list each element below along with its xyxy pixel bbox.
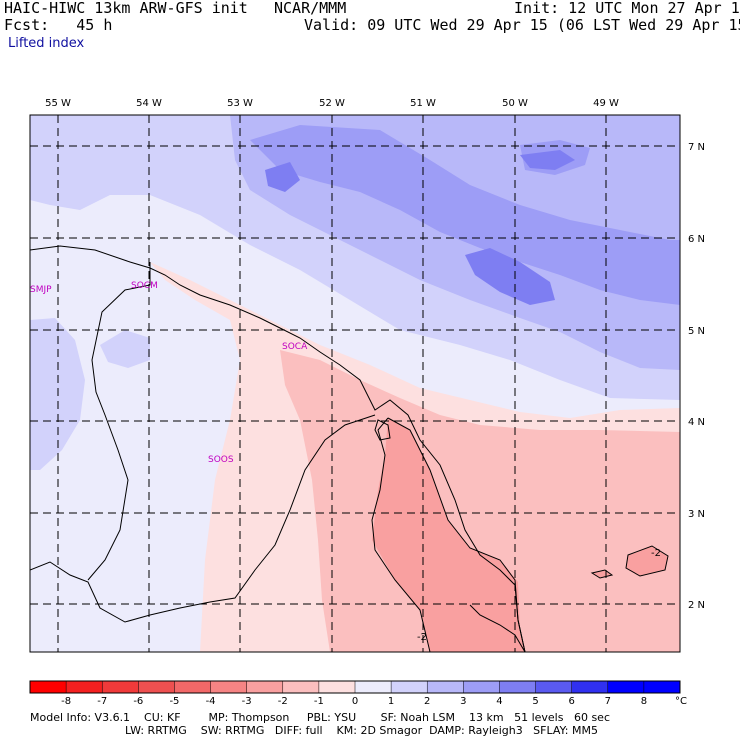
lon-label: 52 W bbox=[319, 98, 345, 109]
forecast-hour: Fcst: 45 h bbox=[4, 16, 113, 34]
lat-label: 4 N bbox=[688, 417, 705, 428]
station-label-soca: SOCA bbox=[282, 342, 308, 352]
org-label: NCAR/MMM bbox=[274, 0, 347, 17]
lon-label: 53 W bbox=[227, 98, 253, 109]
colorbar-tick-label: 0 bbox=[352, 696, 358, 707]
contour-label: -2 bbox=[417, 632, 427, 643]
colorbar: -8 -7 -6 -5 -4 -3 -2 -1 0 1 2 3 4 5 6 7 8 bbox=[29, 680, 681, 707]
colorbar-swatch bbox=[427, 681, 464, 693]
colorbar-tick-label: 2 bbox=[424, 696, 430, 707]
lon-label: 54 W bbox=[136, 98, 162, 109]
colorbar-tick-label: 7 bbox=[605, 696, 611, 707]
map-frame bbox=[29, 114, 681, 653]
field-name: Lifted index bbox=[8, 36, 85, 51]
lat-lon-grid bbox=[30, 115, 680, 652]
lon-label: 50 W bbox=[502, 98, 528, 109]
lat-label: 3 N bbox=[688, 509, 705, 520]
colorbar-tick-label: 1 bbox=[388, 696, 394, 707]
lat-label: 7 N bbox=[688, 142, 705, 153]
colorbar-swatch bbox=[607, 681, 645, 693]
colorbar-tick-label: 6 bbox=[568, 696, 574, 707]
colorbar-tick-label: -7 bbox=[97, 696, 107, 707]
init-time: Init: 12 UTC Mon 27 Apr 15 bbox=[514, 0, 740, 17]
colorbar-tick-label: 5 bbox=[532, 696, 538, 707]
colorbar-swatch bbox=[535, 681, 573, 693]
lifted-index-field bbox=[30, 115, 680, 652]
colorbar-tick-label: -5 bbox=[169, 696, 179, 707]
coastline bbox=[30, 245, 526, 652]
colorbar-swatch bbox=[210, 681, 248, 693]
colorbar-swatch bbox=[246, 681, 284, 693]
colorbar-swatch bbox=[463, 681, 500, 693]
lon-label: 49 W bbox=[593, 98, 619, 109]
colorbar-swatch bbox=[355, 681, 392, 693]
colorbar-swatch bbox=[571, 681, 609, 693]
colorbar-tick-label: 8 bbox=[641, 696, 647, 707]
colorbar-swatch bbox=[318, 681, 356, 693]
colorbar-tick-label: -3 bbox=[242, 696, 252, 707]
colorbar-tick-label: -1 bbox=[314, 696, 324, 707]
lat-label: 2 N bbox=[688, 600, 705, 611]
lat-label: 6 N bbox=[688, 234, 705, 245]
colorbar-tick-label: -6 bbox=[133, 696, 143, 707]
lat-label: 5 N bbox=[688, 326, 705, 337]
colorbar-swatch bbox=[102, 681, 139, 693]
station-label-soos: SOOS bbox=[208, 455, 234, 465]
colorbar-swatch bbox=[66, 681, 103, 693]
colorbar-swatch bbox=[643, 681, 681, 693]
valid-time: Valid: 09 UTC Wed 29 Apr 15 (06 LST Wed … bbox=[304, 16, 740, 34]
colorbar-swatch bbox=[30, 681, 67, 693]
lon-label: 51 W bbox=[410, 98, 436, 109]
colorbar-tick-label: -2 bbox=[278, 696, 288, 707]
colorbar-swatch bbox=[174, 681, 212, 693]
colorbar-tick-label: 4 bbox=[496, 696, 502, 707]
colorbar-swatch bbox=[391, 681, 428, 693]
colorbar-swatch bbox=[499, 681, 537, 693]
station-label-smjp: SMJP bbox=[30, 285, 52, 295]
colorbar-tick-label: -4 bbox=[206, 696, 216, 707]
colorbar-unit: °C bbox=[675, 696, 687, 707]
footer-model-info: Model Info: V3.6.1 CU: KF MP: Thompson P… bbox=[30, 711, 610, 724]
colorbar-tick-label: -8 bbox=[61, 696, 71, 707]
model-title: HAIC-HIWC 13km ARW-GFS init bbox=[4, 0, 248, 17]
colorbar-swatch bbox=[138, 681, 175, 693]
contour-label: -2 bbox=[651, 548, 661, 559]
footer-physics-info: LW: RRTMG SW: RRTMG DIFF: full KM: 2D Sm… bbox=[125, 724, 598, 737]
station-label-socm: SOCM bbox=[131, 281, 158, 291]
lon-label: 55 W bbox=[45, 98, 71, 109]
colorbar-swatch bbox=[282, 681, 320, 693]
colorbar-tick-label: 3 bbox=[460, 696, 466, 707]
